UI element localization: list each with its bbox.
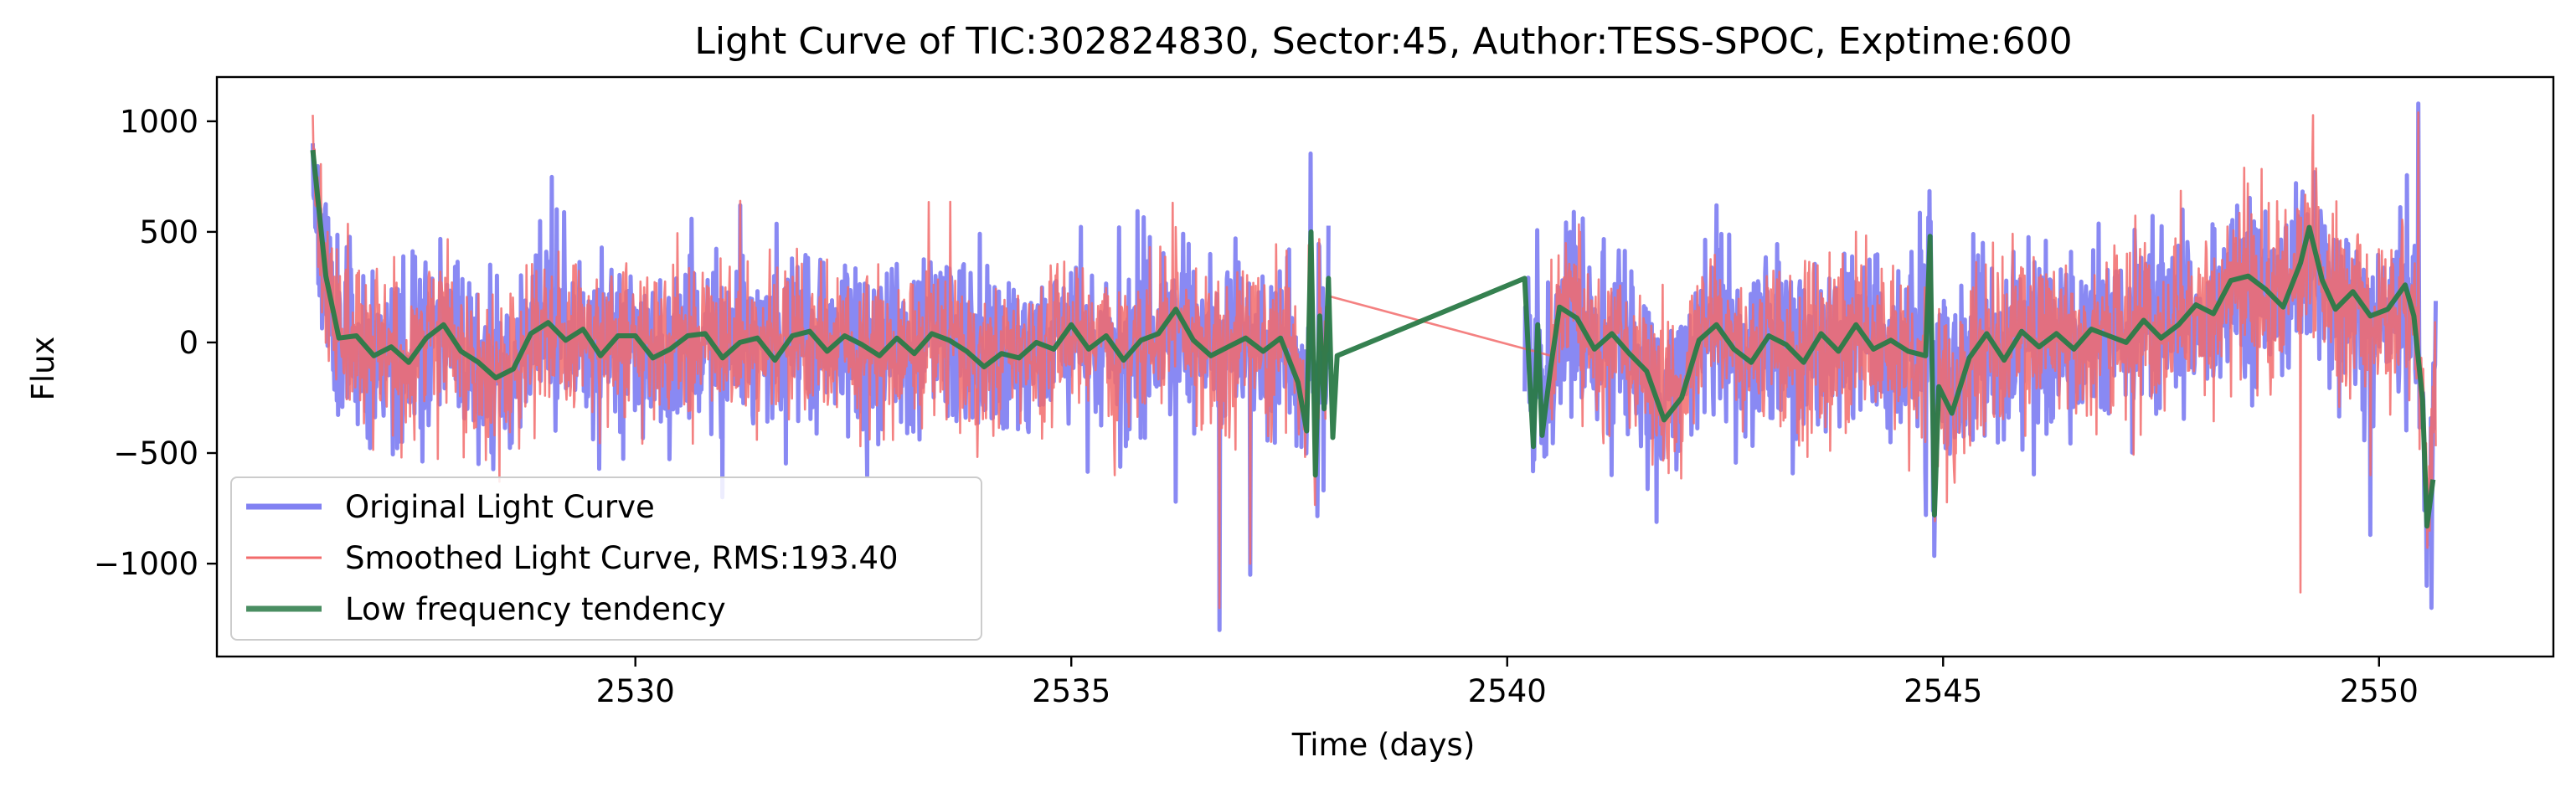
legend: Original Light Curve Smoothed Light Curv…: [230, 476, 982, 641]
series-smoothed-light-curve: [1549, 111, 2437, 594]
y-tick-label: 500: [139, 214, 198, 250]
legend-label-smoothed: Smoothed Light Curve, RMS:193.40: [345, 540, 899, 576]
x-axis: 2530 2535 2540 2545 2550: [596, 657, 2419, 709]
series-low-frequency-tendency: [310, 149, 2436, 529]
plot-area: [215, 75, 2555, 658]
x-tick-label: 2550: [2340, 673, 2419, 709]
x-tick-label: 2535: [1032, 673, 1110, 709]
y-tick-label: 1000: [120, 104, 198, 140]
y-axis: −1000 −500 0 500 1000: [94, 104, 217, 582]
series-smoothed-light-curve: [1327, 295, 1552, 358]
y-axis-label: Flux: [25, 337, 61, 401]
chart-title: Light Curve of TIC:302824830, Sector:45,…: [694, 20, 2072, 63]
legend-label-trend: Low frequency tendency: [345, 591, 726, 627]
series-smoothed-light-curve: [312, 115, 1330, 610]
x-tick-label: 2540: [1468, 673, 1547, 709]
x-axis-label: Time (days): [1291, 727, 1476, 763]
y-tick-label: 0: [178, 325, 198, 361]
y-tick-label: −500: [113, 435, 198, 471]
x-tick-label: 2530: [596, 673, 675, 709]
y-tick-label: −1000: [94, 546, 198, 582]
legend-box: [230, 476, 982, 641]
x-tick-label: 2545: [1904, 673, 1982, 709]
series-layer: [310, 101, 2438, 632]
plot-frame: [215, 75, 2555, 658]
legend-label-original: Original Light Curve: [345, 489, 655, 525]
